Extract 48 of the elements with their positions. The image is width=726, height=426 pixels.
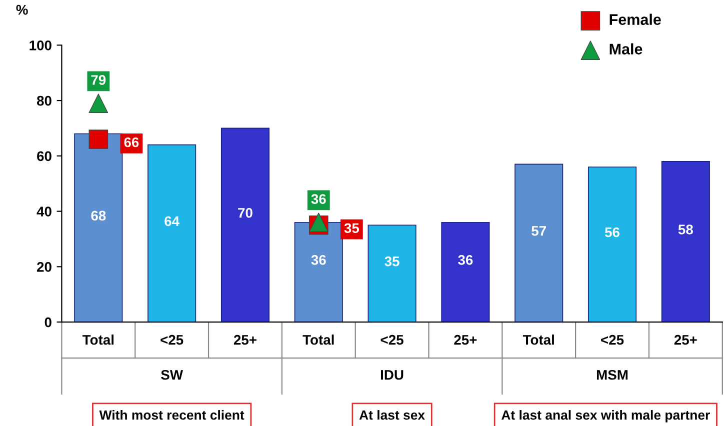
y-tick-label: 100 bbox=[30, 40, 52, 50]
data-label: 35 bbox=[344, 223, 360, 234]
y-tick-label: 60 bbox=[37, 151, 52, 162]
data-label: 35 bbox=[384, 256, 400, 266]
point bbox=[88, 94, 108, 113]
x-tick-label: Total bbox=[302, 334, 334, 345]
data-label: 36 bbox=[311, 194, 326, 204]
bar bbox=[514, 164, 564, 322]
bar bbox=[368, 224, 416, 322]
y-axis-title: % bbox=[16, 4, 28, 15]
data-label: 66 bbox=[124, 137, 139, 148]
x-tick-label: <25 bbox=[601, 334, 624, 345]
x-tick-label: <25 bbox=[380, 334, 404, 345]
point bbox=[88, 130, 108, 149]
x-tick-label: 25+ bbox=[454, 334, 477, 345]
data-label: 70 bbox=[238, 208, 252, 218]
x-tick-label: 25+ bbox=[674, 334, 697, 345]
bar bbox=[294, 222, 343, 322]
y-tick-label: 80 bbox=[36, 96, 52, 106]
bar bbox=[588, 166, 637, 322]
x-tick-label: <25 bbox=[160, 334, 184, 345]
y-tick-label: 20 bbox=[37, 262, 52, 272]
data-label: 68 bbox=[91, 210, 106, 221]
bar bbox=[220, 128, 270, 322]
text: At last anal sex with male partner bbox=[501, 410, 710, 422]
data-label: 79 bbox=[91, 75, 106, 85]
legend-label: Male bbox=[610, 43, 642, 54]
bar bbox=[441, 222, 490, 322]
data-label: 36 bbox=[311, 255, 326, 265]
bar bbox=[661, 161, 710, 322]
y-tick-label: 0 bbox=[44, 317, 52, 328]
x-tick-label: 25+ bbox=[234, 334, 256, 345]
legend-label: Female bbox=[610, 14, 661, 25]
data-label: 56 bbox=[604, 227, 620, 238]
text: MSM bbox=[596, 370, 628, 380]
text: At last sex bbox=[359, 410, 425, 420]
text: With most recent client bbox=[99, 410, 244, 420]
data-label: 58 bbox=[678, 224, 693, 234]
bar bbox=[148, 144, 196, 322]
x-tick-label: Total bbox=[82, 334, 114, 345]
data-label: 36 bbox=[458, 255, 473, 265]
text: IDU bbox=[381, 370, 404, 380]
text: SW bbox=[161, 370, 183, 380]
data-label: 57 bbox=[532, 226, 546, 236]
x-tick-label: Total bbox=[522, 334, 554, 345]
y-tick-label: 40 bbox=[36, 206, 52, 216]
bar bbox=[74, 133, 123, 322]
data-label: 64 bbox=[164, 216, 180, 226]
